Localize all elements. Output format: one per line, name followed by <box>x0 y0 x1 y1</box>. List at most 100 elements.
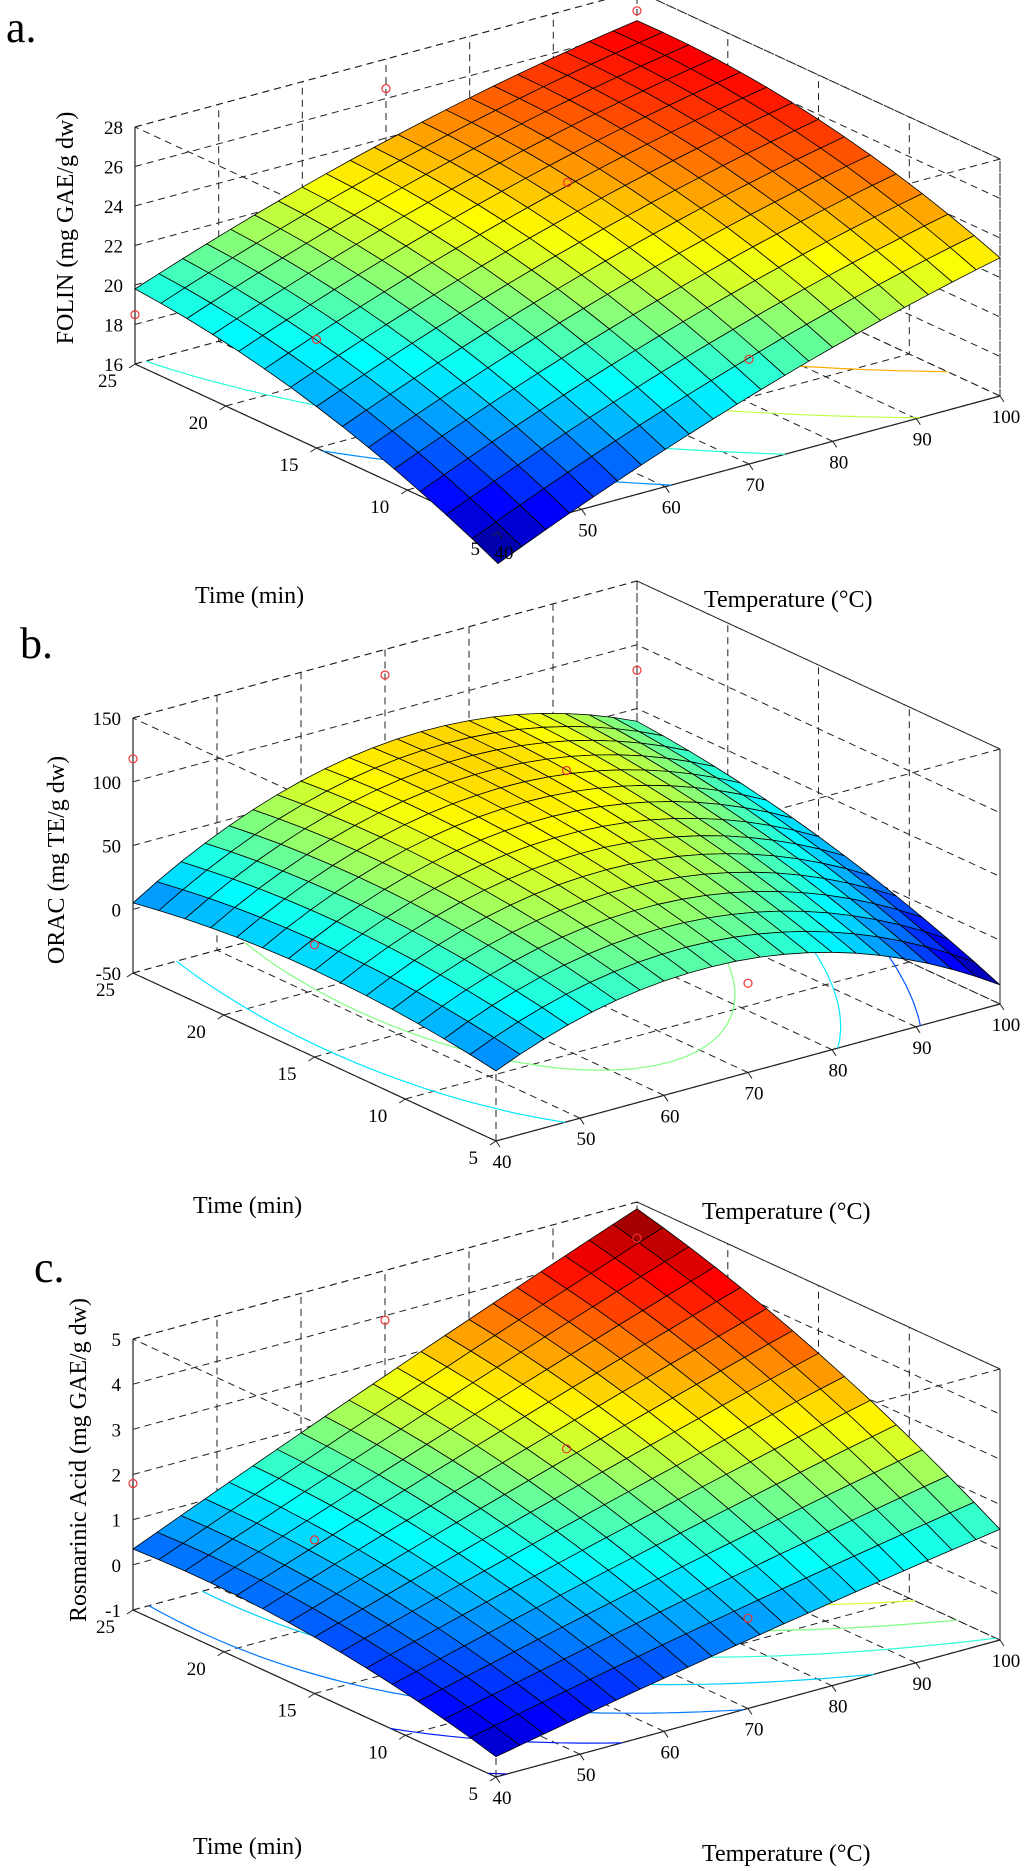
data-point <box>632 6 642 16</box>
z-tick-label: 24 <box>104 197 124 218</box>
data-point <box>309 1535 320 1545</box>
y-tick-mark <box>489 1140 497 1146</box>
x-tick-mark <box>748 463 754 471</box>
data-point <box>561 765 572 776</box>
data-point <box>743 1613 753 1623</box>
y-tick-label: 10 <box>370 497 389 518</box>
z-tick-label: 0 <box>112 1556 122 1577</box>
x-tick-mark <box>663 1095 669 1102</box>
x-tick-label: 100 <box>992 407 1021 428</box>
y-tick-label: 5 <box>471 539 481 560</box>
x-tick-label: 60 <box>662 498 681 519</box>
y-tick-mark <box>217 1651 225 1657</box>
y-tick-mark <box>398 1098 406 1104</box>
x-tick-mark <box>915 1662 921 1670</box>
y-tick-mark <box>491 531 499 537</box>
panel-c-label: c. <box>34 1243 65 1292</box>
x-tick-mark <box>999 395 1005 403</box>
x-tick-label: 90 <box>913 1674 932 1695</box>
y-tick-label: 5 <box>469 1148 479 1169</box>
y-tick-mark <box>489 1776 497 1782</box>
x-tick-label: 50 <box>577 1765 596 1786</box>
data-point <box>743 978 753 988</box>
data-point <box>130 310 140 320</box>
z-tick-label: 3 <box>112 1420 122 1441</box>
y-tick-mark <box>398 1734 406 1740</box>
y-tick-label: 25 <box>96 980 115 1001</box>
contour-line <box>884 950 921 1026</box>
zlabel-c: Rosmarinic Acid (mg GAE/g dw) <box>66 1298 92 1622</box>
data-point <box>128 754 138 764</box>
x-tick-mark <box>832 441 838 448</box>
z-tick-label: 28 <box>104 118 123 139</box>
y-tick-label: 10 <box>368 1106 387 1127</box>
x-tick-label: 60 <box>661 1742 680 1763</box>
y-tick-mark <box>217 1014 225 1020</box>
data-point <box>380 1315 390 1325</box>
ylabel-c: Time (min) <box>193 1834 302 1860</box>
x-tick-label: 100 <box>992 1015 1021 1036</box>
z-tick-label: 16 <box>104 355 123 376</box>
x-tick-label: 90 <box>913 430 932 451</box>
panel-b-label: b. <box>20 619 53 668</box>
z-tick-label: 0 <box>112 900 122 921</box>
x-tick-label: 70 <box>745 1084 764 1105</box>
panel-c: c. -1 0 1 2 3 4 5 40 50 60 70 80 90 100 5 10 15 20 25 Rosm… <box>34 1201 1021 1867</box>
y-tick-label: 20 <box>187 1659 206 1680</box>
x-tick-label: 40 <box>493 1788 512 1809</box>
zlabel-a: FOLIN (mg GAE/g dw) <box>53 112 79 345</box>
x-tick-mark <box>497 531 503 539</box>
x-tick-mark <box>664 486 670 493</box>
x-tick-mark <box>831 1049 837 1056</box>
z-tick-label: 100 <box>93 773 122 794</box>
box-edge <box>132 580 638 719</box>
z-tick-label: -1 <box>105 1601 121 1622</box>
x-tick-mark <box>495 1140 501 1148</box>
x-tick-label: 80 <box>829 452 848 473</box>
data-point <box>309 940 320 950</box>
x-tick-mark <box>915 1026 921 1034</box>
z-tick-label: 1 <box>112 1511 122 1532</box>
y-tick-label: 20 <box>189 413 208 434</box>
box-edge <box>636 1201 1001 1370</box>
z-tick-label: 50 <box>102 837 121 858</box>
z-tick-label: -50 <box>96 964 121 985</box>
ylabel-b: Time (min) <box>193 1193 302 1219</box>
surface-patch <box>469 1037 521 1072</box>
x-tick-mark <box>915 418 921 425</box>
x-tick-label: 40 <box>493 1152 512 1173</box>
x-tick-label: 50 <box>577 1129 596 1150</box>
data-point <box>381 83 391 94</box>
y-tick-mark <box>308 1056 315 1062</box>
x-tick-label: 60 <box>661 1106 680 1127</box>
z-tick-label: 22 <box>104 237 123 258</box>
x-tick-mark <box>747 1072 753 1079</box>
y-tick-mark <box>310 447 317 453</box>
y-tick-mark <box>219 405 227 411</box>
box-edge <box>132 1201 638 1340</box>
surface-patch <box>471 521 523 564</box>
y-tick-label: 25 <box>98 371 117 392</box>
zlabel-b: ORAC (mg TE/g dw) <box>44 756 70 964</box>
z-tick-label: 18 <box>104 316 123 337</box>
x-tick-mark <box>831 1685 837 1692</box>
x-tick-label: 50 <box>578 520 597 541</box>
y-tick-label: 15 <box>280 455 299 476</box>
contour-line <box>487 1772 508 1775</box>
x-tick-label: 80 <box>829 1061 848 1082</box>
x-tick-mark <box>999 1639 1005 1647</box>
x-tick-mark <box>495 1776 501 1784</box>
data-point <box>311 334 322 344</box>
xlabel-b: Temperature (°C) <box>702 1199 871 1225</box>
x-tick-label: 70 <box>746 475 765 496</box>
z-tick-label: 4 <box>112 1375 122 1396</box>
data-point <box>632 1233 642 1243</box>
z-tick-label: 150 <box>93 709 122 730</box>
grid-line <box>405 707 910 1100</box>
xlabel-c: Temperature (°C) <box>702 1841 871 1867</box>
x-tick-label: 100 <box>992 1651 1021 1672</box>
y-tick-mark <box>126 972 134 978</box>
z-tick-label: 2 <box>112 1466 122 1487</box>
y-tick-label: 15 <box>278 1064 297 1085</box>
